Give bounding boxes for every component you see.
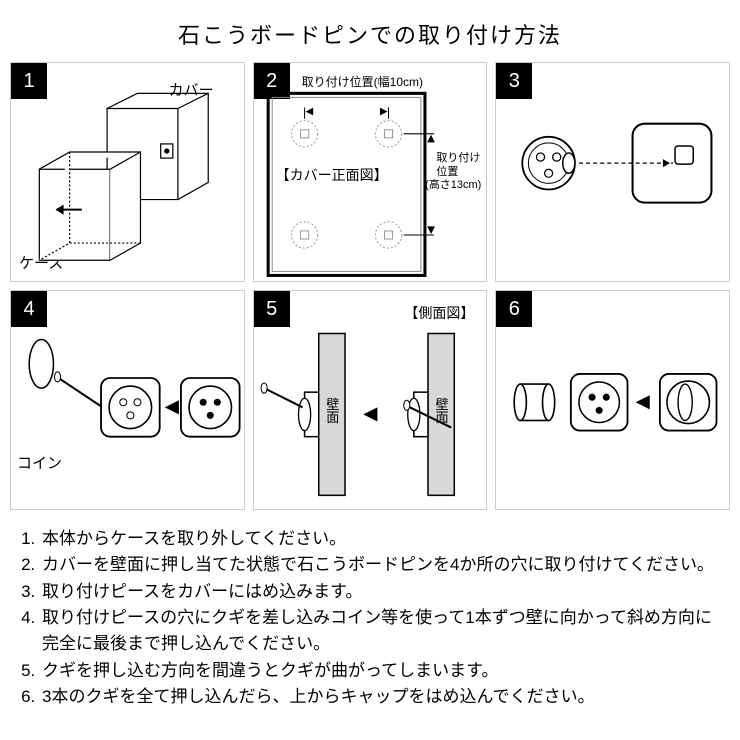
panel-6: 6 bbox=[495, 290, 730, 510]
panel-4-diagram bbox=[11, 291, 244, 514]
panel-5: 5 【側面図】 壁面 壁面 bbox=[253, 290, 488, 510]
panel-2-diagram bbox=[254, 63, 487, 286]
panel-grid: 1 カバー ケース 2 取り付け位置(幅10cm) 取り付け 位置 (高さ13c… bbox=[10, 62, 730, 510]
panel-6-diagram bbox=[496, 291, 729, 514]
instruction-item: 本体からケースを取り外してください。 bbox=[40, 526, 722, 552]
instruction-item: カバーを壁面に押し当てた状態で石こうボードピンを4か所の穴に取り付けてください。 bbox=[40, 552, 722, 578]
panel-2: 2 取り付け位置(幅10cm) 取り付け 位置 (高さ13cm) 【カバー正面図… bbox=[253, 62, 488, 282]
instruction-item: 取り付けピースの穴にクギを差し込みコイン等を使って1本ずつ壁に向かって斜め方向に… bbox=[40, 605, 722, 658]
panel-4: 4 コイン bbox=[10, 290, 245, 510]
panel-1: 1 カバー ケース bbox=[10, 62, 245, 282]
panel-5-diagram: 壁面 壁面 bbox=[254, 291, 487, 514]
panel-1-diagram bbox=[11, 63, 244, 286]
instruction-list: 本体からケースを取り外してください。 カバーを壁面に押し当てた状態で石こうボード… bbox=[10, 526, 730, 710]
panel-3: 3 bbox=[495, 62, 730, 282]
instruction-item: 3本のクギを全て押し込んだら、上からキャップをはめ込んでください。 bbox=[40, 684, 722, 710]
instruction-item: クギを押し込む方向を間違うとクギが曲がってしまいます。 bbox=[40, 658, 722, 684]
svg-text:壁面: 壁面 bbox=[324, 397, 339, 424]
page-title: 石こうボードピンでの取り付け方法 bbox=[10, 18, 730, 50]
panel-3-diagram bbox=[496, 63, 729, 286]
instruction-item: 取り付けピースをカバーにはめ込みます。 bbox=[40, 579, 722, 605]
